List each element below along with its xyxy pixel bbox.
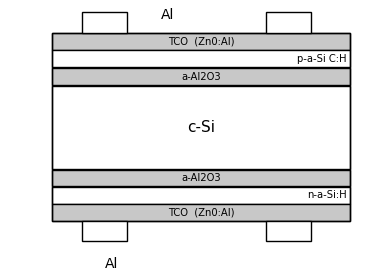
Text: p-a-Si C:H: p-a-Si C:H [297,54,346,64]
Text: Al: Al [104,257,118,271]
Bar [52,33,350,221]
Bar [266,12,310,33]
Text: n-a-Si:H: n-a-Si:H [307,190,346,200]
Bar [52,86,350,169]
Bar [52,68,350,85]
Text: Al: Al [161,8,174,22]
Text: TCO  (Zn0:Al): TCO (Zn0:Al) [168,207,235,217]
Text: a-Al2O3: a-Al2O3 [182,72,221,82]
Text: c-Si: c-Si [187,120,215,135]
Bar [82,221,127,241]
Bar [52,33,350,50]
Bar [52,170,350,186]
Text: TCO  (Zn0:Al): TCO (Zn0:Al) [168,36,235,46]
Text: a-Al2O3: a-Al2O3 [182,173,221,183]
Bar [82,12,127,33]
Bar [52,204,350,221]
Bar [52,187,350,204]
Bar [266,221,310,241]
Bar [52,50,350,67]
